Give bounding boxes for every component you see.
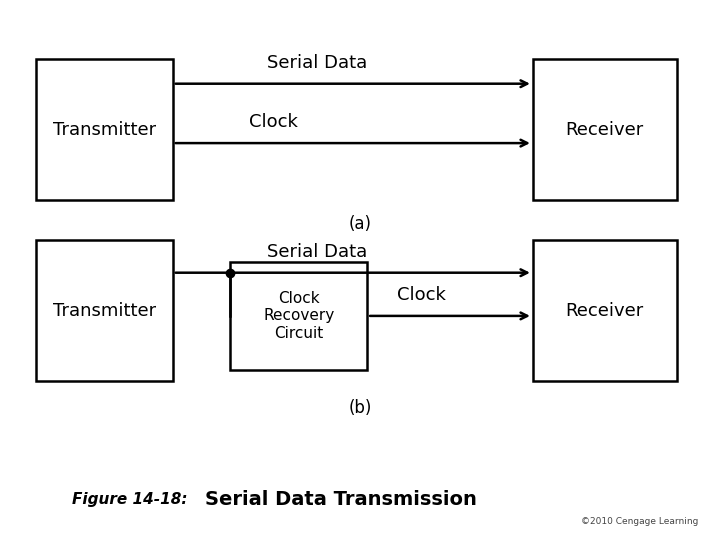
Text: Serial Data: Serial Data [266,243,367,261]
Text: Receiver: Receiver [566,301,644,320]
Bar [533,59,677,200]
Text: Transmitter: Transmitter [53,120,156,139]
Text: (b): (b) [348,399,372,417]
Text: Clock: Clock [249,113,298,131]
Text: Transmitter: Transmitter [53,301,156,320]
Bar [36,240,173,381]
Text: Clock: Clock [397,286,446,304]
Text: Receiver: Receiver [566,120,644,139]
Text: Figure 14-18:: Figure 14-18: [72,492,187,507]
Text: Serial Data: Serial Data [266,54,367,72]
Text: Serial Data Transmission: Serial Data Transmission [205,490,477,509]
Bar [230,262,367,370]
Bar [36,59,173,200]
Text: (a): (a) [348,215,372,233]
Text: ©2010 Cengage Learning: ©2010 Cengage Learning [581,517,698,526]
Text: Clock
Recovery
Circuit: Clock Recovery Circuit [264,291,334,341]
Bar [533,240,677,381]
